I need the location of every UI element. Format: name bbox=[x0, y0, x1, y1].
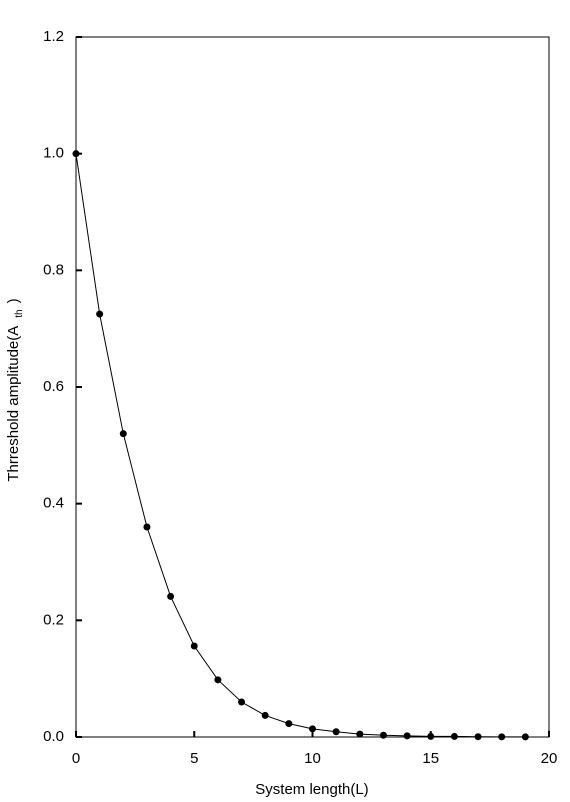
y-tick-label: 0.6 bbox=[43, 378, 64, 395]
y-tick-label: 0.0 bbox=[43, 728, 64, 745]
data-point bbox=[356, 730, 364, 738]
y-tick-label: 1.2 bbox=[43, 28, 64, 45]
data-point bbox=[450, 732, 458, 740]
data-point bbox=[403, 732, 411, 740]
y-tick-label: 0.8 bbox=[43, 261, 64, 278]
data-point bbox=[72, 150, 80, 158]
y-tick-label: 0.4 bbox=[43, 495, 64, 512]
data-point bbox=[167, 592, 175, 600]
y-axis-label: Thrreshold amplitude(A th) bbox=[5, 298, 25, 481]
x-tick-label: 15 bbox=[422, 750, 439, 767]
data-point bbox=[474, 733, 482, 741]
y-axis-label-main: Thrreshold amplitude(A bbox=[5, 326, 22, 482]
plot-frame bbox=[75, 36, 550, 738]
data-point bbox=[498, 733, 506, 741]
x-tick-label: 10 bbox=[304, 750, 321, 767]
y-axis-label-subscript: th bbox=[14, 309, 25, 317]
data-point bbox=[427, 732, 435, 740]
y-axis-label-end: ) bbox=[5, 298, 22, 303]
data-point bbox=[285, 720, 293, 728]
y-tick-label: 1.0 bbox=[43, 145, 64, 162]
data-point bbox=[214, 676, 222, 684]
x-tick-label: 20 bbox=[541, 750, 558, 767]
y-tick-label: 0.2 bbox=[43, 611, 64, 628]
x-tick-label: 5 bbox=[190, 750, 198, 767]
data-point bbox=[238, 698, 246, 706]
x-axis-label: System length(L) bbox=[255, 781, 368, 798]
data-point bbox=[379, 731, 387, 739]
x-tick-label: 0 bbox=[72, 750, 80, 767]
series-line bbox=[75, 153, 526, 738]
data-point bbox=[143, 523, 151, 531]
data-point bbox=[119, 430, 127, 438]
data-point bbox=[96, 310, 104, 318]
data-point bbox=[332, 728, 340, 736]
data-point bbox=[190, 642, 198, 650]
data-point bbox=[521, 733, 529, 741]
data-point bbox=[261, 711, 269, 719]
data-point bbox=[309, 725, 316, 733]
